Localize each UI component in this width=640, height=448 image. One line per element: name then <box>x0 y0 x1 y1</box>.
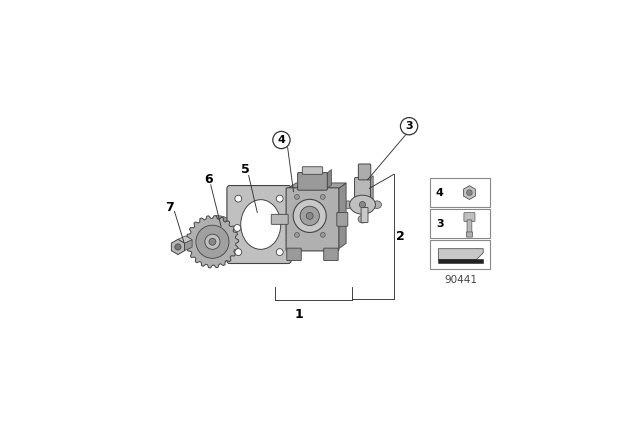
FancyBboxPatch shape <box>361 207 368 223</box>
Circle shape <box>235 249 242 255</box>
FancyBboxPatch shape <box>302 167 323 174</box>
FancyBboxPatch shape <box>337 212 348 226</box>
Text: 1: 1 <box>294 308 303 321</box>
Ellipse shape <box>241 200 281 250</box>
FancyBboxPatch shape <box>464 213 475 222</box>
Polygon shape <box>438 258 483 263</box>
Text: 7: 7 <box>165 201 173 214</box>
Polygon shape <box>337 183 346 250</box>
Text: 2: 2 <box>396 230 404 243</box>
Circle shape <box>175 244 181 250</box>
Polygon shape <box>178 236 192 243</box>
Ellipse shape <box>372 201 381 208</box>
Circle shape <box>401 117 418 135</box>
Circle shape <box>235 195 242 202</box>
Circle shape <box>293 199 326 233</box>
Text: 4: 4 <box>278 135 285 145</box>
FancyBboxPatch shape <box>287 248 301 261</box>
FancyBboxPatch shape <box>227 185 291 263</box>
Text: 90441: 90441 <box>444 275 477 285</box>
Ellipse shape <box>344 201 353 208</box>
Polygon shape <box>186 215 239 268</box>
FancyBboxPatch shape <box>298 172 327 190</box>
Polygon shape <box>172 239 184 254</box>
FancyBboxPatch shape <box>430 240 490 269</box>
Text: 4: 4 <box>436 188 444 198</box>
Polygon shape <box>184 240 192 251</box>
FancyBboxPatch shape <box>467 232 472 237</box>
Polygon shape <box>326 169 332 189</box>
Circle shape <box>205 234 220 250</box>
Circle shape <box>321 194 325 199</box>
Polygon shape <box>463 186 476 199</box>
Ellipse shape <box>358 186 367 194</box>
FancyBboxPatch shape <box>324 248 338 261</box>
Text: 6: 6 <box>205 173 213 186</box>
FancyBboxPatch shape <box>430 178 490 207</box>
Circle shape <box>196 225 229 258</box>
FancyBboxPatch shape <box>430 209 490 238</box>
Circle shape <box>307 212 313 220</box>
Text: 3: 3 <box>405 121 413 131</box>
Polygon shape <box>369 176 373 208</box>
FancyBboxPatch shape <box>271 214 288 224</box>
FancyBboxPatch shape <box>467 220 472 234</box>
Circle shape <box>294 233 300 237</box>
Circle shape <box>300 206 319 225</box>
Text: 3: 3 <box>436 219 444 228</box>
FancyBboxPatch shape <box>286 188 339 251</box>
Polygon shape <box>289 185 292 261</box>
Circle shape <box>467 190 472 195</box>
Circle shape <box>321 233 325 237</box>
Ellipse shape <box>349 195 376 214</box>
Circle shape <box>276 195 283 202</box>
Text: 5: 5 <box>241 163 250 176</box>
Circle shape <box>209 238 216 245</box>
Circle shape <box>234 224 241 232</box>
Polygon shape <box>287 183 346 189</box>
FancyBboxPatch shape <box>358 164 371 180</box>
Polygon shape <box>438 249 483 260</box>
Circle shape <box>294 194 300 199</box>
Polygon shape <box>212 215 240 265</box>
Circle shape <box>360 202 365 208</box>
Ellipse shape <box>358 215 367 223</box>
FancyBboxPatch shape <box>355 177 371 210</box>
Circle shape <box>276 249 283 255</box>
Circle shape <box>273 131 290 149</box>
